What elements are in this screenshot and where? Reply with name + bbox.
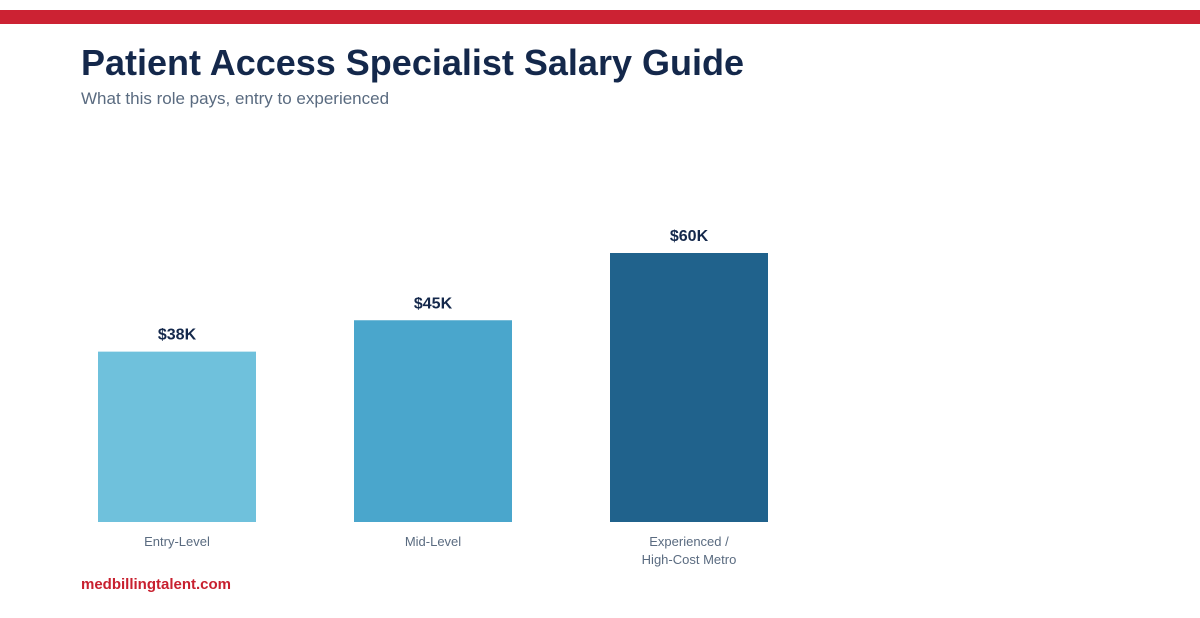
category-label-0: Entry-Level [144,534,210,549]
source-link[interactable]: medbillingtalent.com [81,576,232,593]
value-label-0: $38K [158,327,197,344]
category-label-1: Mid-Level [405,534,461,549]
chart-subtitle: What this role pays, entry to experience… [81,89,390,108]
chart-title: Patient Access Specialist Salary Guide [81,42,744,83]
bar-2 [610,253,768,522]
bar-0 [98,351,256,522]
value-label-1: $45K [414,295,453,312]
bar-1 [354,320,512,522]
category-label-2: Experienced / High-Cost Metro [642,534,737,567]
value-label-2: $60K [670,228,709,245]
accent-bar [0,10,1200,24]
